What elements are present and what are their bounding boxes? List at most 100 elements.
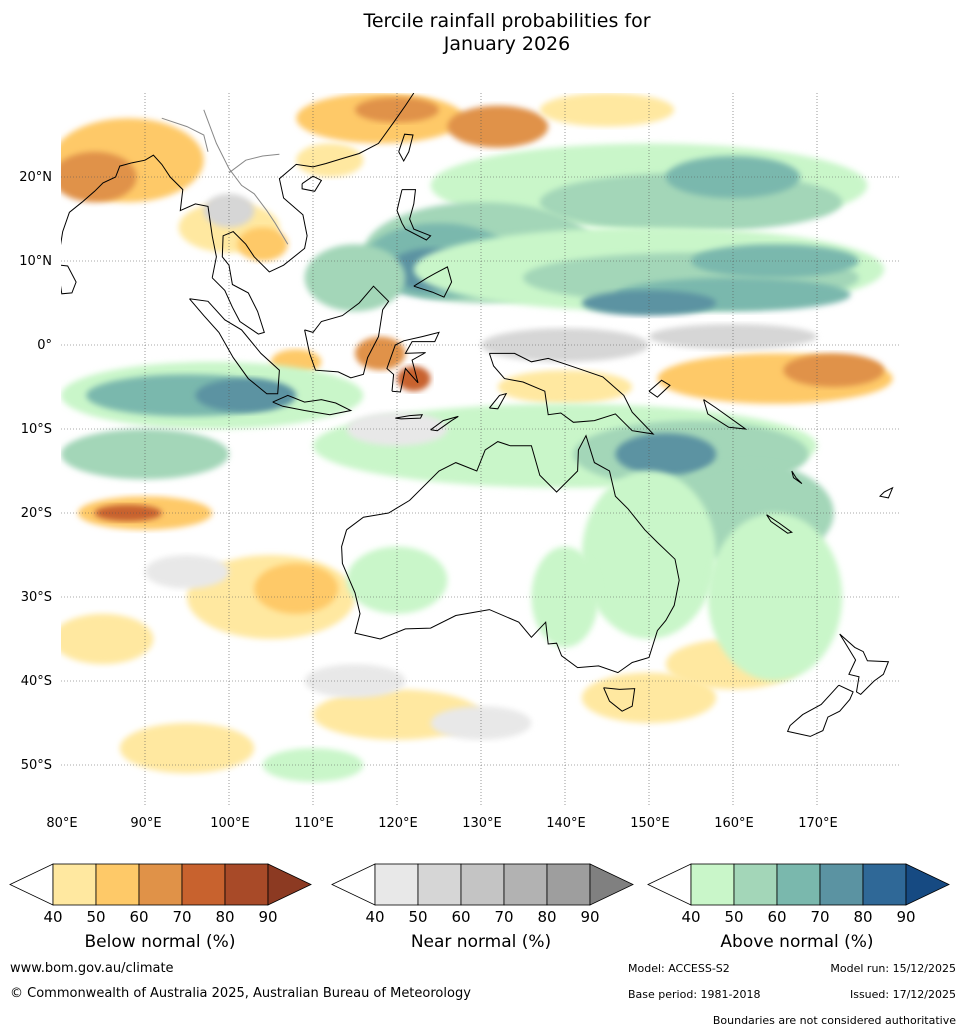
colorbar-segment: [546, 863, 591, 906]
colorbar-high-extension: [905, 863, 950, 906]
near-tick: 90: [580, 908, 599, 926]
above-tick: 80: [853, 908, 872, 926]
coastline: [61, 154, 217, 278]
coastline: [396, 189, 432, 241]
probability-region: [615, 433, 717, 476]
colorbar-low-extension: [647, 863, 692, 906]
coastline: [211, 93, 415, 335]
lat-label: 20°N: [19, 170, 52, 185]
colorbar-high-extension: [589, 863, 634, 906]
map-title: Tercile rainfall probabilities for Janua…: [0, 10, 965, 56]
website-link[interactable]: www.bom.gov.au/climate: [10, 961, 174, 976]
colorbar-segment: [181, 863, 226, 906]
coastline: [413, 266, 453, 298]
above-tick: 90: [896, 908, 915, 926]
coastline: [766, 514, 793, 534]
lat-label: 20°S: [21, 506, 52, 521]
probability-region: [254, 563, 339, 614]
probability-region: [61, 429, 229, 480]
above-tick: 40: [681, 908, 700, 926]
coastline: [791, 470, 803, 485]
probability-region: [237, 227, 288, 261]
country-border: [161, 117, 209, 152]
below-tick: 50: [86, 908, 105, 926]
below-tick: 70: [172, 908, 191, 926]
colorbar-segment: [862, 863, 907, 906]
lat-label: 10°S: [21, 422, 52, 437]
below-tick: 90: [258, 908, 277, 926]
coastline: [395, 414, 424, 420]
near-normal-label: Near normal (%): [410, 932, 552, 952]
coastline: [839, 633, 890, 696]
copyright-text: © Commonwealth of Australia 2025, Austra…: [10, 986, 471, 1001]
coastline: [430, 415, 459, 432]
issued-date: Issued: 17/12/2025: [849, 988, 956, 1001]
gridlines: [61, 93, 901, 805]
colorbar-segment: [417, 863, 462, 906]
colorbar-low-extension: [331, 863, 376, 906]
probability-field: [61, 93, 893, 782]
colorbar-segment: [460, 863, 505, 906]
colorbar-segment: [819, 863, 864, 906]
colorbar-segment: [733, 863, 778, 906]
lon-label: 120°E: [378, 816, 418, 831]
above-tick: 50: [724, 908, 743, 926]
coastline: [272, 394, 353, 416]
coastline: [488, 352, 655, 435]
colorbar-segment: [138, 863, 183, 906]
above-normal-label: Above normal (%): [720, 932, 874, 952]
colorbar-segment: [690, 863, 735, 906]
probability-region: [355, 336, 406, 371]
coastline: [61, 264, 77, 295]
coastline: [398, 133, 414, 163]
base-period: Base period: 1981-2018: [628, 988, 761, 1001]
above-tick: 70: [810, 908, 829, 926]
colorbar-segment: [95, 863, 140, 906]
lat-label: 30°S: [21, 590, 52, 605]
coastline: [386, 331, 440, 393]
colorbar-segment: [503, 863, 548, 906]
probability-region: [61, 151, 137, 203]
probability-region: [296, 143, 364, 177]
lon-label: 100°E: [210, 816, 250, 831]
lat-label: 40°S: [21, 674, 52, 689]
colorbar-segment: [52, 863, 97, 906]
near-tick: 40: [365, 908, 384, 926]
below-tick: 40: [43, 908, 62, 926]
probability-region: [119, 723, 255, 774]
lon-label: 140°E: [546, 816, 586, 831]
probability-region: [94, 504, 162, 522]
probability-region: [447, 105, 549, 148]
below-tick: 80: [215, 908, 234, 926]
title-line-1: Tercile rainfall probabilities for: [363, 10, 651, 32]
probability-region: [346, 546, 448, 614]
below-tick: 60: [129, 908, 148, 926]
below-normal-label: Below normal (%): [84, 932, 236, 952]
lon-label: 170°E: [798, 816, 838, 831]
lon-label: 130°E: [462, 816, 502, 831]
coastline: [878, 486, 894, 499]
near-normal-colorbar: [331, 863, 634, 906]
lon-label: 150°E: [630, 816, 670, 831]
near-tick: 70: [494, 908, 513, 926]
coastline: [53, 253, 60, 275]
lon-label: 160°E: [714, 816, 754, 831]
probability-region: [61, 613, 154, 665]
near-tick: 50: [408, 908, 427, 926]
country-border: [203, 109, 289, 245]
coastline: [301, 175, 323, 192]
coastlines: [53, 93, 894, 737]
lon-label: 110°E: [294, 816, 334, 831]
above-tick: 60: [767, 908, 786, 926]
coastline: [786, 684, 854, 737]
probability-region: [145, 555, 229, 589]
title-line-2: January 2026: [443, 33, 571, 55]
model-name: Model: ACCESS-S2: [628, 962, 730, 975]
lat-label: 0°: [37, 338, 52, 353]
colorbar-segment: [224, 863, 269, 906]
probability-region: [304, 244, 406, 312]
above-normal-colorbar: [647, 863, 950, 906]
near-tick: 80: [537, 908, 556, 926]
boundaries-disclaimer: Boundaries are not considered authoritat…: [712, 1014, 956, 1027]
